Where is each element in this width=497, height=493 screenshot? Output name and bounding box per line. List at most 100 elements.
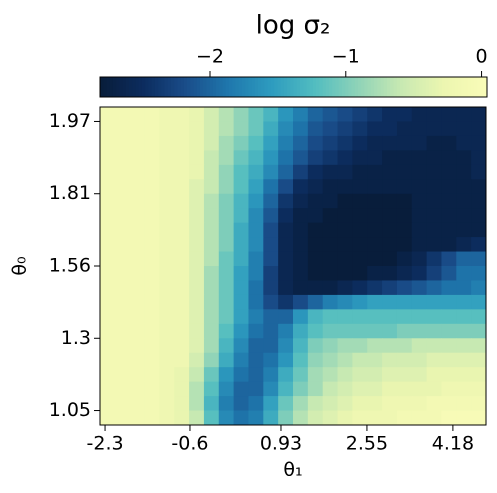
heatmap-cell [322,410,339,426]
heatmap-cell [337,135,353,151]
heatmap-cell [203,208,220,224]
heatmap-cell [471,396,487,412]
heatmap-cell [352,107,368,122]
heatmap-cell [471,208,487,224]
colorbar-segment [422,77,427,97]
heatmap-cell [114,193,131,209]
heatmap-cell [426,107,442,122]
heatmap-cell [248,251,264,267]
colorbar-segment [241,77,246,97]
colorbar-segment [322,77,327,97]
heatmap-cell [174,367,190,383]
heatmap-cell [233,107,249,122]
heatmap-cell [248,237,264,253]
heatmap-cell [441,222,457,238]
heatmap-cell [382,294,398,310]
heatmap-cell [367,280,383,296]
heatmap-cell [129,323,146,339]
colorbar-segment [190,77,195,97]
heatmap-cell [278,367,294,383]
heatmap-cell [293,107,309,122]
heatmap-cell [144,164,160,180]
heatmap-cell [189,323,205,339]
colorbar-segment [316,77,320,97]
heatmap-cell [159,150,175,166]
heatmap-cell [382,280,398,296]
colorbar-segment [425,77,430,97]
heatmap-cell [159,280,175,296]
heatmap-cell [293,237,309,253]
heatmap-cell [322,309,339,325]
heatmap-cell [278,179,294,195]
heatmap-cell [426,309,442,325]
heatmap-cell [441,208,457,224]
heatmap-cell [307,309,324,325]
heatmap-cell [411,381,428,397]
heatmap-cell [426,193,442,209]
heatmap-cell [441,164,457,180]
heatmap-cell [218,179,235,195]
heatmap-cell [100,208,116,224]
heatmap-cell [411,251,428,267]
heatmap-cell [337,280,353,296]
heatmap-cell [203,381,220,397]
heatmap-cell [129,294,146,310]
heatmap-cell [307,338,324,354]
heatmap-cell [441,280,457,296]
heatmap-cell [337,150,353,166]
heatmap-cell [382,367,398,383]
heatmap-cell [441,150,457,166]
heatmap-cell [367,237,383,253]
heatmap-cell [189,381,205,397]
heatmap-cell [293,323,309,339]
heatmap-cell [307,164,324,180]
heatmap-cell [456,294,472,310]
heatmap-cell [411,266,428,281]
heatmap-cell [100,396,116,412]
colorbar-segment [383,77,388,97]
colorbar-segment [396,77,401,97]
heatmap-cell [426,367,442,383]
heatmap-cell [174,280,190,296]
heatmap-cell [278,135,294,151]
heatmap-cell [129,266,146,281]
colorbar-segment [145,77,149,97]
heatmap-cell [382,208,398,224]
colorbar-segment [135,77,140,97]
colorbar-segment [435,77,440,97]
heatmap-cell [100,266,116,281]
heatmap-cell [144,193,160,209]
heatmap-cell [174,266,190,281]
heatmap-cell [159,294,175,310]
heatmap-cell [411,164,428,180]
heatmap-cell [367,410,383,426]
heatmap-cell [337,222,353,238]
heatmap-cell [441,396,457,412]
heatmap-cell [456,150,472,166]
colorbar-segment [335,77,340,97]
heatmap-cell [144,410,160,426]
heatmap-cell [293,280,309,296]
heatmap-cell [278,266,294,281]
heatmap-cell [337,179,353,195]
heatmap-cell [441,338,457,354]
heatmap-cell [129,135,146,151]
colorbar-segment [196,77,201,97]
heatmap-cell [129,251,146,267]
colorbar-segment [174,77,178,97]
x-tick-label: -2.3 [87,433,124,455]
colorbar-segment [222,77,227,97]
heatmap-cell [293,266,309,281]
heatmap-cell [456,381,472,397]
heatmap-cell [382,396,398,412]
heatmap-cell [218,107,235,122]
heatmap-cell [233,280,249,296]
heatmap-cell [411,107,428,122]
heatmap-cell [293,179,309,195]
heatmap-cell [471,266,487,281]
colorbar-segment [319,77,324,97]
heatmap-cell [322,222,339,238]
heatmap-cell [159,323,175,339]
colorbar-segment [332,77,336,97]
colorbar-segment [235,77,240,97]
